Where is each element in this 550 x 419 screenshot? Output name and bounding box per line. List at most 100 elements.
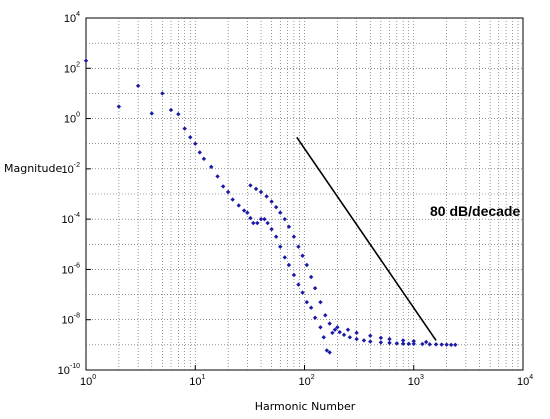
data-point — [255, 220, 260, 226]
data-point — [248, 215, 253, 221]
data-point — [439, 342, 444, 347]
data-point — [427, 342, 432, 347]
plot-area — [85, 17, 524, 371]
data-point — [423, 339, 429, 345]
data-point — [296, 244, 301, 249]
x-tick-label: 100 — [80, 374, 96, 388]
data-point — [308, 305, 314, 310]
y-tick-label: 104 — [64, 11, 80, 25]
data-point — [406, 341, 411, 347]
data-point — [341, 332, 347, 338]
data-point — [182, 126, 187, 131]
data-point — [332, 327, 338, 332]
grid-lines — [86, 18, 523, 370]
data-point — [321, 335, 326, 340]
data-point — [411, 341, 416, 347]
data-point — [168, 107, 174, 113]
data-point — [273, 204, 279, 210]
x-tick-label: 103 — [408, 374, 424, 388]
data-point — [278, 244, 283, 249]
data-point — [264, 194, 269, 199]
data-point — [411, 338, 416, 344]
data-point — [318, 325, 323, 330]
data-point — [337, 329, 342, 335]
data-point — [160, 91, 165, 96]
x-tick-label: 102 — [299, 374, 315, 388]
data-point — [286, 224, 292, 229]
data-point — [327, 321, 332, 326]
data-point — [453, 342, 458, 348]
data-point — [345, 327, 351, 332]
data-point — [304, 299, 310, 305]
data-point — [83, 58, 89, 63]
data-point — [215, 174, 220, 179]
data-point — [347, 335, 353, 340]
data-point — [258, 189, 264, 195]
data-point — [135, 83, 141, 89]
y-tick-label: 10-8 — [62, 313, 81, 327]
data-point — [220, 184, 226, 189]
data-point — [188, 135, 193, 140]
data-point — [230, 197, 235, 202]
data-point — [282, 216, 287, 222]
data-point — [433, 342, 439, 347]
data-point — [312, 285, 318, 291]
data-point — [368, 339, 373, 344]
data-point — [209, 164, 214, 170]
data-points — [83, 58, 458, 355]
data-point — [225, 189, 231, 195]
data-point — [241, 208, 247, 213]
y-tick-label: 100 — [64, 112, 80, 126]
data-point — [378, 335, 384, 341]
y-tick-label: 10-6 — [62, 262, 81, 276]
data-point — [258, 216, 264, 222]
data-point — [201, 156, 207, 162]
data-point — [291, 234, 297, 239]
data-point — [269, 199, 274, 204]
data-point — [176, 111, 181, 117]
y-tick-label: 10-10 — [58, 363, 80, 377]
data-point — [361, 338, 367, 343]
data-point — [308, 274, 314, 280]
data-point — [149, 111, 154, 116]
y-axis-ticks: 104 102 100 10-2 10-4 10-6 10-8 10-10 — [58, 11, 91, 377]
data-point — [300, 290, 305, 295]
x-axis-label: Harmonic Number — [255, 400, 356, 413]
data-point — [296, 282, 301, 287]
data-point — [197, 150, 202, 155]
data-point — [291, 272, 297, 278]
data-point — [236, 203, 241, 208]
data-point — [265, 220, 270, 226]
x-axis-ticks: 100 101 102 103 104 — [80, 365, 533, 388]
y-tick-label: 10-4 — [62, 212, 81, 226]
data-point — [278, 210, 283, 215]
reference-slope-line — [296, 136, 437, 341]
data-point — [286, 262, 292, 268]
data-point — [400, 338, 406, 343]
y-tick-label: 102 — [64, 61, 80, 75]
data-point — [420, 341, 425, 347]
data-point — [312, 315, 318, 320]
data-point — [262, 216, 267, 222]
data-point — [273, 234, 279, 239]
data-point — [448, 342, 454, 348]
data-point — [269, 226, 274, 232]
data-point — [324, 348, 330, 353]
data-point — [327, 350, 332, 355]
data-point — [330, 330, 335, 336]
data-point — [354, 336, 359, 342]
data-point — [323, 313, 328, 318]
y-tick-label: 10-2 — [62, 162, 81, 176]
data-point — [368, 333, 373, 338]
data-point — [318, 299, 323, 305]
data-point — [248, 183, 253, 188]
data-point — [253, 186, 259, 192]
data-point — [335, 325, 340, 330]
data-point — [193, 141, 198, 146]
data-point — [282, 255, 287, 260]
y-axis-label: Magnitude — [4, 162, 63, 175]
data-point — [394, 341, 400, 346]
data-point — [378, 340, 384, 345]
x-tick-label: 104 — [517, 374, 533, 388]
